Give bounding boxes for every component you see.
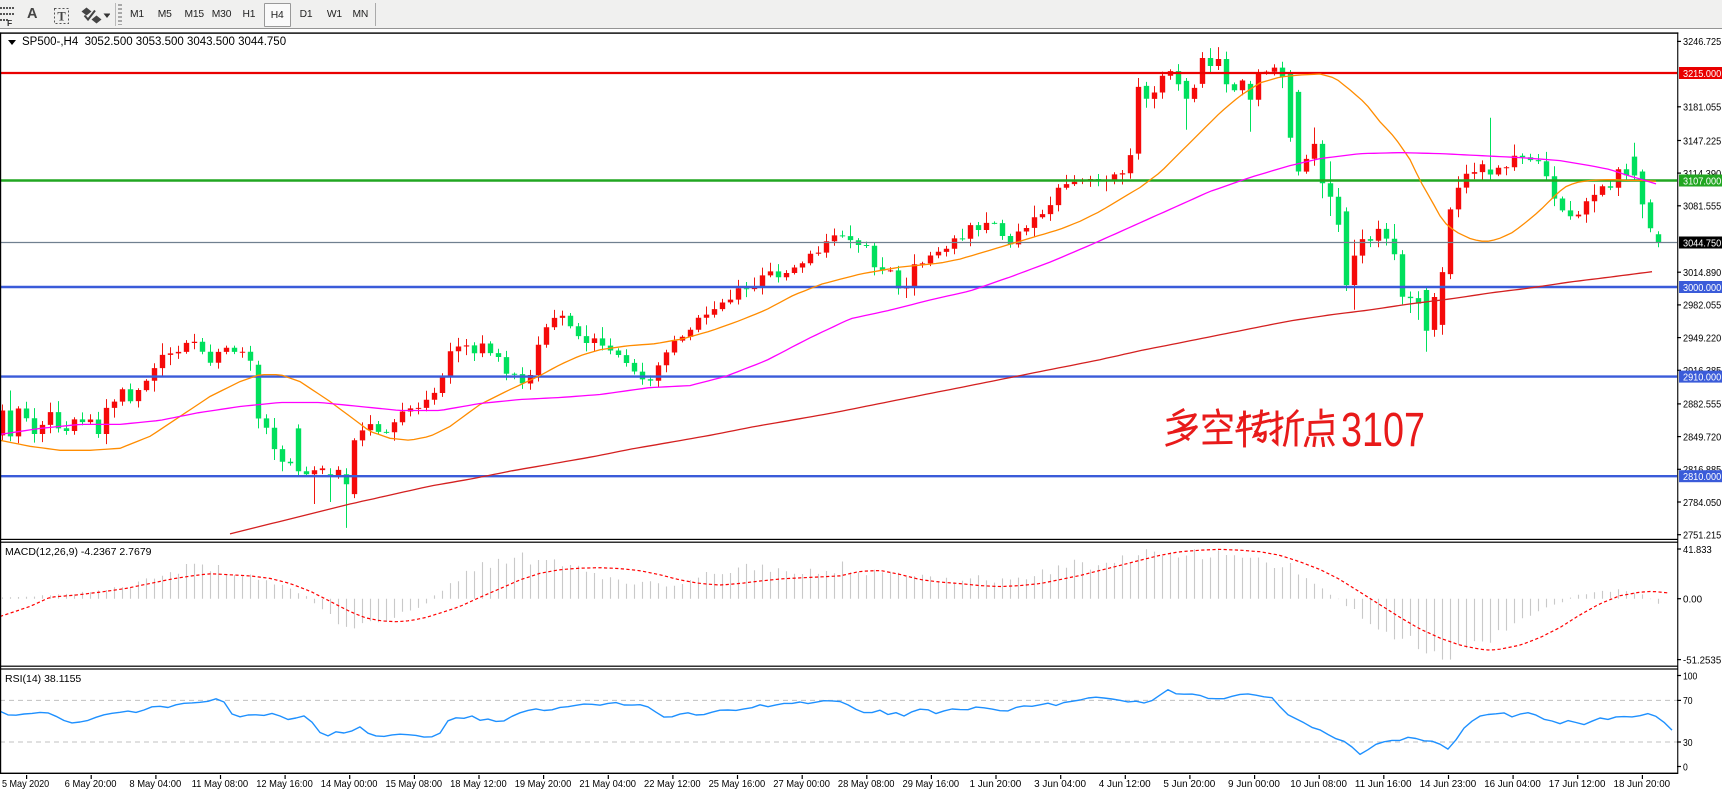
svg-text:10 Jun 08:00: 10 Jun 08:00 xyxy=(1290,779,1347,790)
svg-text:3014.890: 3014.890 xyxy=(1683,268,1721,279)
svg-text:3081.555: 3081.555 xyxy=(1683,202,1721,213)
svg-text:22 May 12:00: 22 May 12:00 xyxy=(644,779,701,790)
svg-text:2882.555: 2882.555 xyxy=(1683,400,1721,411)
svg-text:3215.000: 3215.000 xyxy=(1683,69,1721,80)
svg-text:1 Jun 20:00: 1 Jun 20:00 xyxy=(969,779,1021,790)
svg-text:19 May 20:00: 19 May 20:00 xyxy=(515,779,572,790)
svg-text:14 May 00:00: 14 May 00:00 xyxy=(321,779,378,790)
svg-text:5 May 2020: 5 May 2020 xyxy=(2,779,49,790)
svg-text:0.00: 0.00 xyxy=(1683,595,1702,606)
svg-text:3246.725: 3246.725 xyxy=(1683,37,1721,48)
svg-text:3107: 3107 xyxy=(1341,404,1425,457)
svg-text:25 May 16:00: 25 May 16:00 xyxy=(709,779,766,790)
svg-text:3107.000: 3107.000 xyxy=(1683,176,1721,187)
svg-text:29 May 16:00: 29 May 16:00 xyxy=(903,779,960,790)
svg-text:41.833: 41.833 xyxy=(1683,545,1712,556)
svg-text:16 Jun 04:00: 16 Jun 04:00 xyxy=(1484,779,1541,790)
svg-text:30: 30 xyxy=(1683,738,1693,749)
svg-text:4 Jun 12:00: 4 Jun 12:00 xyxy=(1099,779,1151,790)
svg-text:2949.220: 2949.220 xyxy=(1683,333,1721,344)
svg-text:2910.000: 2910.000 xyxy=(1683,372,1721,383)
svg-text:12 May 16:00: 12 May 16:00 xyxy=(256,779,313,790)
svg-text:3 Jun 04:00: 3 Jun 04:00 xyxy=(1034,779,1086,790)
svg-text:SP500-,H4 3052.500 3053.500 3: SP500-,H4 3052.500 3053.500 3043.500 304… xyxy=(22,36,286,48)
svg-text:18 Jun 20:00: 18 Jun 20:00 xyxy=(1614,779,1671,790)
svg-text:2849.720: 2849.720 xyxy=(1683,432,1721,443)
svg-text:70: 70 xyxy=(1683,696,1693,707)
svg-text:18 May 12:00: 18 May 12:00 xyxy=(450,779,507,790)
svg-text:MACD(12,26,9) -4.2367 2.7679: MACD(12,26,9) -4.2367 2.7679 xyxy=(5,546,152,558)
svg-text:3181.055: 3181.055 xyxy=(1683,103,1721,114)
svg-text:RSI(14) 38.1155: RSI(14) 38.1155 xyxy=(5,673,81,685)
svg-text:F: F xyxy=(7,18,12,26)
svg-text:T: T xyxy=(57,10,66,24)
svg-text:3000.000: 3000.000 xyxy=(1683,283,1721,294)
svg-text:100: 100 xyxy=(1683,671,1698,682)
svg-text:8 May 04:00: 8 May 04:00 xyxy=(129,779,181,790)
svg-text:15 May 08:00: 15 May 08:00 xyxy=(386,779,443,790)
svg-text:5 Jun 20:00: 5 Jun 20:00 xyxy=(1163,779,1215,790)
svg-text:6 May 20:00: 6 May 20:00 xyxy=(65,779,117,790)
svg-text:14 Jun 23:00: 14 Jun 23:00 xyxy=(1420,779,1477,790)
svg-text:28 May 08:00: 28 May 08:00 xyxy=(838,779,895,790)
svg-text:11 Jun 16:00: 11 Jun 16:00 xyxy=(1355,779,1412,790)
svg-text:2751.215: 2751.215 xyxy=(1683,531,1721,542)
svg-text:0: 0 xyxy=(1683,762,1688,773)
svg-text:3044.750: 3044.750 xyxy=(1683,238,1721,249)
svg-text:11 May 08:00: 11 May 08:00 xyxy=(192,779,249,790)
svg-text:2982.055: 2982.055 xyxy=(1683,301,1721,312)
svg-text:17 Jun 12:00: 17 Jun 12:00 xyxy=(1549,779,1606,790)
svg-text:3114.390: 3114.390 xyxy=(1683,169,1722,180)
svg-text:2784.050: 2784.050 xyxy=(1683,498,1721,509)
svg-text:2810.000: 2810.000 xyxy=(1683,472,1721,483)
svg-text:-51.2535: -51.2535 xyxy=(1683,655,1722,666)
svg-text:27 May 00:00: 27 May 00:00 xyxy=(773,779,830,790)
svg-text:9 Jun 00:00: 9 Jun 00:00 xyxy=(1228,779,1280,790)
svg-text:21 May 04:00: 21 May 04:00 xyxy=(579,779,636,790)
svg-text:3147.225: 3147.225 xyxy=(1683,136,1721,147)
